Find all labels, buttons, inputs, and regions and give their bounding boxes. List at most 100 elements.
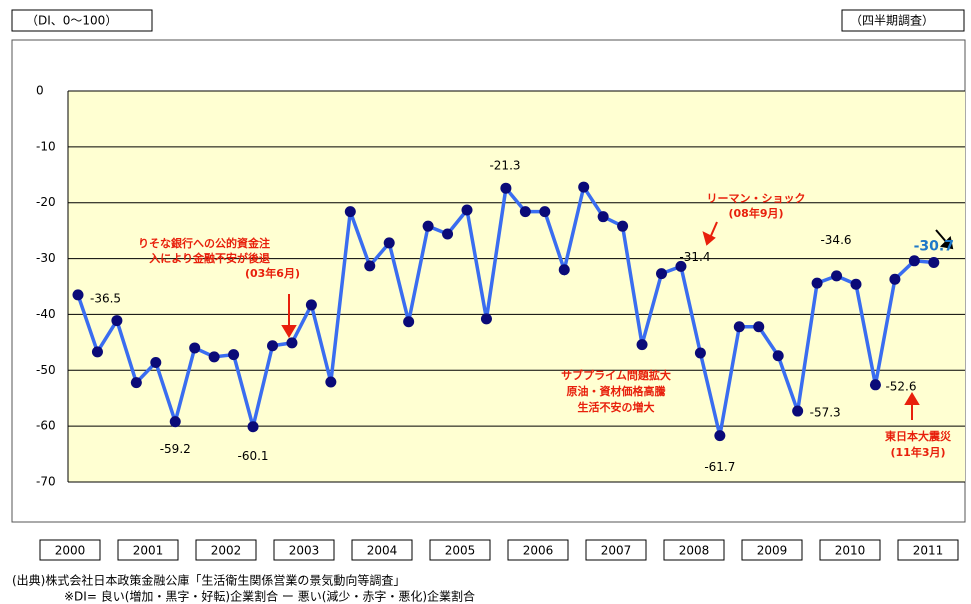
x-tick-label: 2002	[211, 544, 242, 558]
x-tick-label: 2010	[835, 544, 866, 558]
marker	[500, 182, 512, 194]
marker	[305, 299, 317, 311]
y-tick-label: -50	[36, 363, 56, 377]
annotation: (08年9月)	[728, 206, 783, 220]
data-label: -52.6	[885, 379, 916, 393]
marker	[111, 315, 123, 327]
year-box	[897, 539, 959, 561]
x-tick-label: 2004	[367, 544, 398, 558]
x-tick-label: 2009	[757, 544, 788, 558]
annotation: (11年3月)	[890, 445, 945, 459]
marker	[519, 206, 531, 218]
year-box	[507, 539, 569, 561]
black-arrow	[935, 229, 954, 250]
period-box	[841, 9, 965, 32]
marker	[928, 256, 940, 268]
note: ※DI= 良い(増加・黒字・好転)企業割合 ー 悪い(減少・赤字・悪化)企業割合	[64, 589, 475, 604]
x-tick-label: 2000	[55, 544, 86, 558]
marker	[150, 356, 162, 368]
x-tick-label: 2003	[289, 544, 320, 558]
marker	[889, 273, 901, 285]
unit-box	[11, 9, 153, 32]
marker	[325, 376, 337, 388]
annotation: 入により金融不安が後退	[149, 251, 270, 265]
arrows	[281, 221, 920, 420]
marker	[578, 181, 590, 193]
marker	[208, 351, 220, 363]
x-tick-label: 2006	[523, 544, 554, 558]
year-box	[585, 539, 647, 561]
data-label: -60.1	[238, 449, 269, 463]
year-box	[39, 539, 101, 561]
x-tick-label: 2001	[133, 544, 164, 558]
x-tick-label: 2005	[445, 544, 476, 558]
marker	[772, 350, 784, 362]
data-label: -21.3	[489, 158, 520, 172]
data-label: -36.5	[90, 291, 121, 305]
x-tick-label: 2008	[679, 544, 710, 558]
year-box	[351, 539, 413, 561]
marker	[636, 339, 648, 351]
marker	[811, 277, 823, 289]
y-tick-label: -40	[36, 307, 56, 321]
data-label: -30.7	[914, 238, 954, 254]
y-tick-label: 0	[36, 84, 44, 98]
y-tick-label: -20	[36, 195, 56, 209]
marker	[461, 204, 473, 216]
annotation: 生活不安の増大	[578, 400, 655, 414]
marker	[364, 260, 376, 272]
marker	[247, 421, 259, 433]
data-label: -31.4	[679, 250, 710, 264]
year-box	[741, 539, 803, 561]
marker	[130, 377, 142, 389]
data-label: -59.2	[160, 442, 191, 456]
annotation: 原油・資材価格高騰	[567, 384, 666, 398]
marker	[908, 255, 920, 267]
unit-note: （DI、0〜100）	[26, 14, 117, 28]
y-tick-label: -60	[36, 419, 56, 433]
y-tick-label: -10	[36, 139, 56, 153]
marker	[189, 342, 201, 354]
marker	[442, 228, 454, 240]
marker	[267, 340, 278, 352]
year-box	[195, 539, 257, 561]
marker	[753, 321, 765, 333]
data-label: -34.6	[820, 233, 851, 247]
marker	[286, 337, 298, 349]
data-label: -57.3	[810, 406, 841, 420]
annotation: リーマン・ショック	[707, 192, 806, 205]
source: (出典)株式会社日本政策金融公庫「生活衛生関係営業の景気動向等調査」	[12, 573, 405, 588]
y-tick-label: -70	[36, 475, 56, 489]
year-box	[429, 539, 491, 561]
marker	[344, 206, 356, 218]
marker	[733, 321, 745, 333]
marker	[91, 346, 103, 358]
annotation: (03年6月)	[245, 266, 300, 280]
year-box	[117, 539, 179, 561]
marker	[539, 206, 551, 218]
marker	[675, 260, 687, 272]
marker	[403, 316, 415, 328]
annotation: 東日本大震災	[885, 429, 952, 443]
marker	[383, 237, 395, 249]
plot-area	[68, 91, 965, 482]
marker	[831, 270, 843, 282]
year-box	[273, 539, 335, 561]
marker	[72, 289, 84, 301]
period-note: （四半期調査）	[850, 14, 934, 28]
data-label: -61.7	[704, 460, 735, 474]
x-tick-label: 2007	[601, 544, 632, 558]
marker	[869, 379, 881, 391]
marker	[617, 220, 629, 232]
marker	[850, 278, 862, 290]
marker	[558, 264, 570, 276]
marker	[656, 268, 667, 280]
marker	[169, 416, 181, 428]
marker	[228, 349, 240, 361]
marker	[597, 211, 609, 223]
marker	[714, 430, 726, 442]
y-tick-label: -30	[36, 251, 56, 265]
x-tick-label: 2011	[913, 544, 944, 558]
annotation: りそな銀行への公的資金注	[138, 236, 270, 250]
